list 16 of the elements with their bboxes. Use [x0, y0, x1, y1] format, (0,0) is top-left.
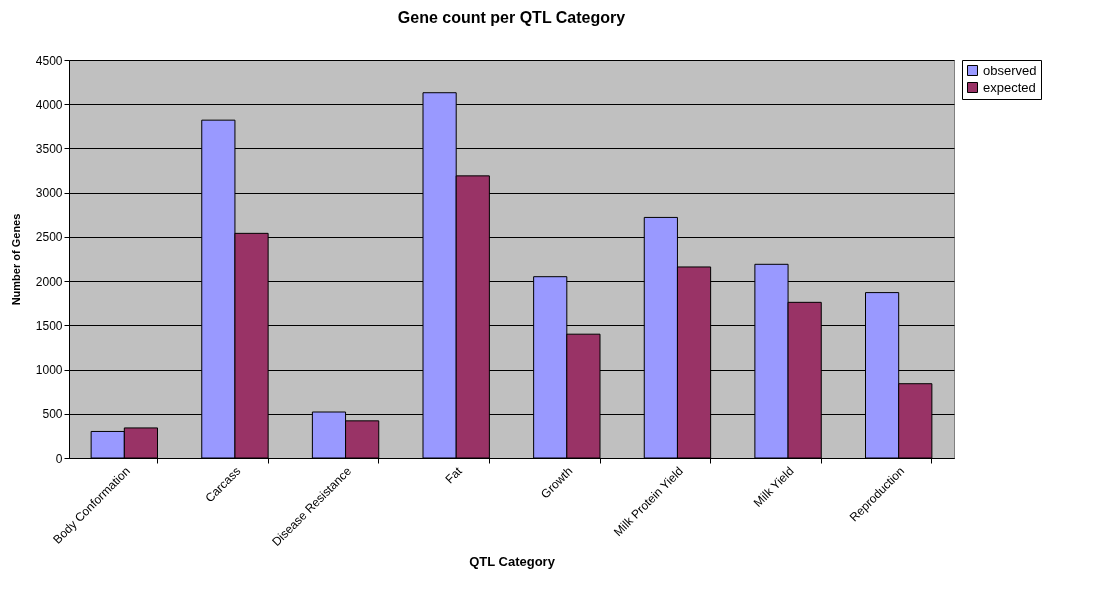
x-axis-title: QTL Category [469, 554, 556, 570]
y-axis-title: Number of Genes [9, 213, 22, 306]
y-tick-label: 500 [42, 407, 63, 422]
x-tick-label: Fat [442, 463, 466, 487]
y-tick-label: 3000 [35, 186, 63, 201]
chart-title: Gene count per QTL Category [397, 9, 626, 26]
legend-label: expected [983, 79, 1036, 95]
y-tick-label: 4500 [35, 53, 63, 68]
y-tick-label: 1000 [35, 363, 63, 378]
y-tick-label: 2000 [35, 274, 63, 289]
y-tick-label: 3500 [35, 141, 63, 156]
y-tick-label: 2500 [35, 230, 63, 245]
y-tick-label: 0 [55, 451, 63, 466]
legend-label: observed [983, 62, 1037, 78]
y-tick-label: 4000 [35, 97, 63, 112]
y-tick-label: 1500 [35, 318, 63, 333]
